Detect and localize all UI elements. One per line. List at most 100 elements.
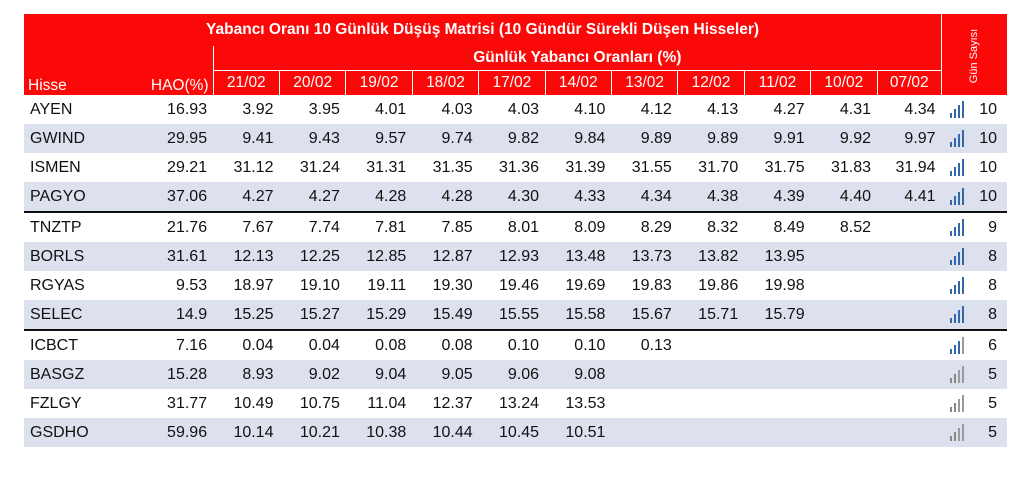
foreign-ratio-cell: 9.08 — [545, 360, 612, 389]
table-row: GSDHO 59.96 10.14 10.21 10.38 10.44 10.45 10.51… — [24, 418, 1007, 447]
bar-chart-icon-cell — [942, 153, 973, 182]
foreign-ratio-cell: 31.31 — [366, 158, 407, 176]
bar-chart-icon — [949, 365, 965, 383]
gun-sayisi-value: 8 — [972, 242, 1007, 271]
foreign-ratio-cell: 15.27 — [279, 300, 346, 330]
hao-value: 31.77 — [167, 394, 208, 412]
foreign-ratio-cell: 31.70 — [698, 158, 739, 176]
hao-header: HAO(%) — [150, 77, 209, 94]
stock-ticker: ICBCT — [24, 329, 125, 360]
foreign-ratio-cell: 0.10 — [545, 329, 612, 360]
gun-sayisi-value: 5 — [972, 418, 1007, 447]
stock-ticker: PAGYO — [24, 182, 125, 212]
foreign-ratio-cell — [877, 360, 942, 389]
foreign-ratio-cell — [877, 242, 942, 271]
bar-chart-icon-cell — [941, 211, 973, 242]
stock-ticker: BORLS — [24, 242, 125, 271]
foreign-ratio-cell — [677, 418, 745, 447]
foreign-ratio-cell: 9.91 — [744, 124, 811, 153]
foreign-ratio-cell: 4.40 — [810, 182, 877, 212]
date-header: 17/02 — [478, 70, 546, 95]
gun-sayisi-header: Gün Sayısı — [941, 14, 1007, 95]
header-spacer — [24, 46, 213, 71]
foreign-ratio-cell — [611, 389, 677, 418]
decline-matrix-table: Yabancı Oranı 10 Günlük Düşüş Matrisi (1… — [24, 14, 1007, 447]
foreign-ratio-cell: 15.55 — [478, 300, 546, 330]
foreign-ratio-cell: 8.01 — [478, 211, 546, 242]
foreign-ratio-cell: 4.34 — [611, 182, 678, 212]
foreign-ratio-cell: 4.10 — [574, 100, 606, 118]
foreign-ratio-cell: 13.24 — [499, 394, 540, 412]
foreign-ratio-cell: 8.29 — [611, 211, 678, 242]
foreign-ratio-cell: 8.93 — [213, 360, 280, 389]
hao-value: 9.53 — [175, 276, 208, 294]
gun-sayisi-value: 5 — [972, 360, 1007, 389]
foreign-ratio-cell: 8.49 — [744, 211, 811, 242]
foreign-ratio-cell: 9.05 — [412, 360, 479, 389]
foreign-ratio-cell — [810, 242, 877, 271]
bar-chart-icon — [949, 336, 965, 354]
foreign-ratio-cell: 4.28 — [412, 182, 479, 212]
stock-ticker: GWIND — [24, 124, 125, 153]
foreign-ratio-cell: 31.75 — [764, 158, 805, 176]
foreign-ratio-cell: 10.38 — [345, 418, 413, 447]
foreign-ratio-cell: 0.04 — [213, 329, 280, 360]
foreign-ratio-cell: 0.08 — [412, 329, 479, 360]
foreign-ratio-cell: 13.53 — [565, 394, 606, 412]
foreign-ratio-cell: 3.95 — [308, 100, 340, 118]
foreign-ratio-cell: 4.34 — [904, 100, 936, 118]
decline-matrix: Yabancı Oranı 10 Günlük Düşüş Matrisi (1… — [24, 14, 1007, 447]
hao-value: 7.16 — [124, 329, 214, 360]
foreign-ratio-cell: 19.83 — [631, 276, 672, 294]
foreign-ratio-cell: 19.86 — [698, 276, 739, 294]
gun-sayisi-label: Gün Sayısı — [968, 28, 981, 83]
foreign-ratio-cell: 4.30 — [478, 182, 546, 212]
table-row: ISMEN 29.21 31.12 31.24 31.31 31.35 31.36 31.39… — [24, 153, 1007, 182]
bar-chart-icon-cell — [941, 360, 973, 389]
foreign-ratio-cell: 13.95 — [744, 242, 811, 271]
foreign-ratio-cell: 31.94 — [895, 158, 936, 176]
date-header: 13/02 — [610, 70, 678, 95]
table-subtitle: Günlük Yabancı Oranları (%) — [212, 46, 942, 71]
bar-chart-icon-cell — [942, 95, 973, 124]
foreign-ratio-cell: 12.25 — [279, 242, 346, 271]
hao-value: 16.93 — [167, 100, 208, 118]
bar-chart-icon-cell — [941, 329, 973, 360]
gun-sayisi-value: 8 — [972, 300, 1007, 330]
stock-ticker: AYEN — [30, 100, 73, 118]
foreign-ratio-cell: 11.04 — [367, 394, 407, 412]
foreign-ratio-cell: 31.39 — [565, 158, 606, 176]
table-row: RGYAS 9.53 18.97 19.10 19.11 19.30 19.46 19.69 1… — [24, 271, 1007, 300]
foreign-ratio-cell — [810, 418, 877, 447]
foreign-ratio-cell: 10.45 — [478, 418, 546, 447]
foreign-ratio-cell: 4.39 — [744, 182, 811, 212]
foreign-ratio-cell: 19.98 — [764, 276, 805, 294]
foreign-ratio-cell: 10.51 — [545, 418, 612, 447]
foreign-ratio-cell — [611, 360, 678, 389]
foreign-ratio-cell: 0.13 — [611, 329, 678, 360]
foreign-ratio-cell: 13.82 — [677, 242, 745, 271]
foreign-ratio-cell: 4.27 — [279, 182, 346, 212]
stock-ticker: FZLGY — [30, 394, 82, 412]
foreign-ratio-cell: 12.93 — [478, 242, 546, 271]
foreign-ratio-cell — [877, 418, 942, 447]
stock-ticker: RGYAS — [30, 276, 85, 294]
foreign-ratio-cell: 31.83 — [830, 158, 871, 176]
hao-value: 29.95 — [124, 124, 214, 153]
bar-chart-icon — [949, 129, 965, 147]
stock-ticker: SELEC — [24, 300, 125, 330]
table-row: SELEC 14.9 15.25 15.27 15.29 15.49 15.55 15.58 1… — [24, 300, 1007, 330]
table-row: BORLS 31.61 12.13 12.25 12.85 12.87 12.93 13.48… — [24, 242, 1007, 271]
foreign-ratio-cell — [877, 389, 942, 418]
foreign-ratio-cell — [744, 389, 810, 418]
bar-chart-icon-cell — [941, 242, 973, 271]
foreign-ratio-cell: 0.10 — [478, 329, 546, 360]
foreign-ratio-cell: 9.84 — [545, 124, 612, 153]
foreign-ratio-cell: 9.06 — [478, 360, 546, 389]
foreign-ratio-cell: 31.35 — [432, 158, 473, 176]
foreign-ratio-cell: 13.48 — [545, 242, 612, 271]
foreign-ratio-cell — [810, 300, 877, 330]
foreign-ratio-cell: 31.36 — [499, 158, 540, 176]
bar-chart-icon — [949, 218, 965, 236]
foreign-ratio-cell — [811, 271, 877, 300]
